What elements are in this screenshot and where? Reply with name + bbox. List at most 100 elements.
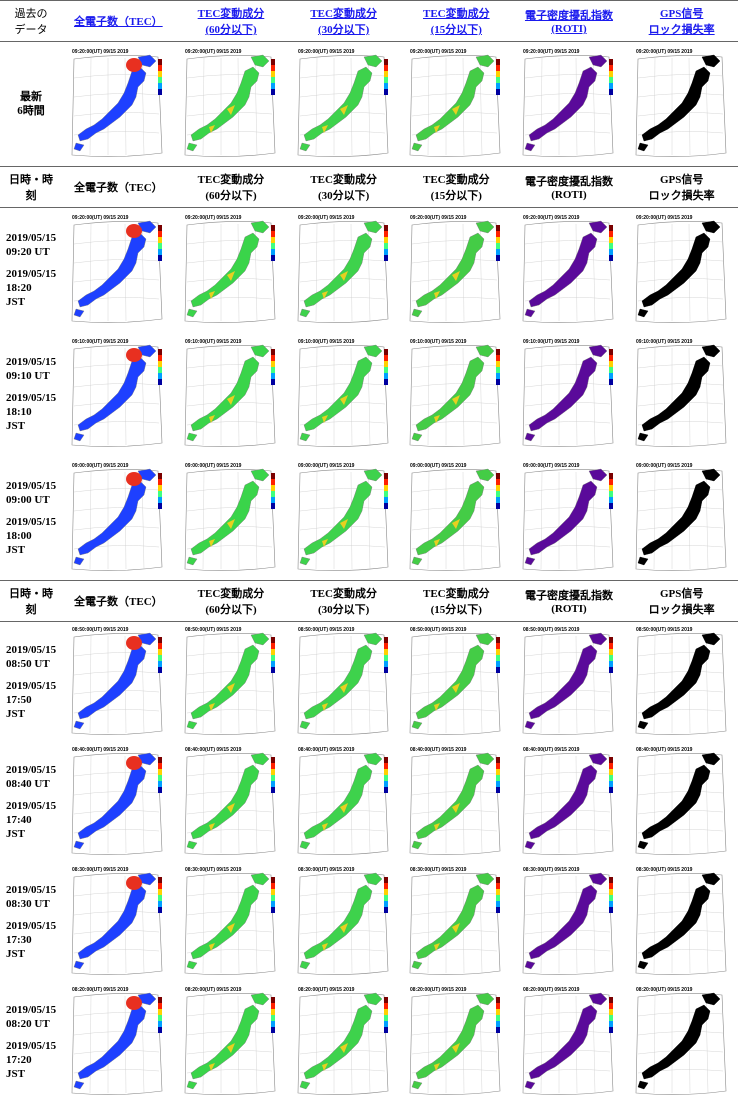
map-grid [524,383,610,388]
map-land [299,54,382,152]
map-image: 08:40:00(UT) 09/15 2019 [635,747,726,855]
map-grid [524,671,610,676]
map-cell: 08:20:00(UT) 09/15 2019 [287,982,400,1098]
column-link[interactable]: 全電子数（TEC） [74,16,163,28]
map-land [186,872,270,970]
jst-time: 2019/05/15 [6,920,57,932]
color-bar [383,763,388,769]
map-image: 08:30:00(UT) 09/15 2019 [635,867,726,975]
color-bar [270,485,275,491]
column-link-text: GPS信号 [659,8,704,20]
color-bar [496,479,501,485]
map-grid [90,57,92,156]
map-grid [202,57,205,156]
color-bar [383,1021,388,1027]
color-bar [158,485,163,491]
color-bar [158,379,163,385]
color-bar [608,503,613,509]
map-land [186,220,270,318]
column-link[interactable]: TEC変動成分 (30分以下) [310,8,377,36]
column-link[interactable]: GPS信号 ロック損失率 [649,8,715,36]
color-bar [270,497,275,503]
map-image: 08:20:00(UT) 09/15 2019 [72,987,163,1095]
map-cell: 08:40:00(UT) 09/15 2019 [400,742,513,862]
map-caption: 09:10:00(UT) 09/15 2019 [410,339,467,345]
map-land [412,872,495,970]
map-cell: 09:20:00(UT) 09/15 2019 [175,208,288,333]
map-hotspot [126,472,143,486]
map-cell: 09:00:00(UT) 09/15 2019 [513,456,626,581]
column-link[interactable]: TEC変動成分 (15分以下) [423,8,490,36]
color-bar [158,787,163,793]
map-cell: 09:20:00(UT) 09/15 2019 [513,42,626,167]
color-bar [270,1015,275,1021]
column-title: (60分以下) [205,190,257,202]
header-cell: TEC変動成分 (15分以下) [399,0,513,42]
map-land [412,992,495,1090]
map-caption: 08:40:00(UT) 09/15 2019 [523,747,580,753]
map-grid [412,240,498,245]
header-cell: GPS信号 ロック損失率 [625,166,738,208]
map-land [637,872,720,970]
color-bar [608,1009,613,1015]
map-image: 08:30:00(UT) 09/15 2019 [409,867,501,975]
color-bar [608,781,613,787]
map-image: 08:40:00(UT) 09/15 2019 [297,747,388,855]
map-grid [524,488,610,493]
color-bar [158,225,163,231]
color-bar [608,1003,613,1009]
map-grid [186,507,273,512]
map-grid [74,892,160,897]
map-cell: 09:10:00(UT) 09/15 2019 [62,332,175,456]
map-grid [74,488,160,493]
map-grid [299,671,385,676]
map-image: 08:20:00(UT) 09/15 2019 [522,987,614,1095]
color-bar [496,661,501,667]
map-grid [186,671,273,676]
jst-time: JST [6,420,25,432]
ut-time: 2019/05/15 [6,644,57,656]
color-bar [383,83,388,89]
color-bar [383,349,388,355]
map-grid [653,995,655,1094]
map-grid [524,892,610,897]
map-grid [315,635,317,734]
map-image: 08:40:00(UT) 09/15 2019 [184,747,276,855]
color-bar [608,367,613,373]
column-title: GPS信号 [659,588,704,600]
map-image: 08:40:00(UT) 09/15 2019 [409,747,501,855]
column-link[interactable]: 電子密度擾乱指数 (ROTI) [525,10,613,35]
color-bar [383,59,388,65]
map-grid [412,892,498,897]
map-cell: 08:50:00(UT) 09/15 2019 [62,622,175,743]
map-grid [653,57,655,156]
color-bar [608,89,613,95]
map-cell: 09:10:00(UT) 09/15 2019 [513,332,626,456]
map-image: 08:50:00(UT) 09/15 2019 [409,627,501,735]
map-cell: 08:40:00(UT) 09/15 2019 [513,742,626,862]
color-bar [496,89,501,95]
ut-time: 08:50 UT [6,658,50,670]
header-cell: GPS信号 ロック損失率 [625,0,738,42]
color-bar [383,997,388,1003]
column-title: ロック損失率 [648,190,715,202]
map-grid [540,635,543,734]
map-land [412,752,495,850]
color-bar [158,889,163,895]
color-bar [608,249,613,255]
header-text: 日時・時 [9,174,53,186]
map-caption: 09:10:00(UT) 09/15 2019 [523,339,580,345]
map-caption: 09:10:00(UT) 09/15 2019 [185,339,242,345]
map-grid [186,892,273,897]
map-land [299,344,382,442]
color-bar [608,255,613,261]
color-bar [496,485,501,491]
column-link[interactable]: TEC変動成分 (60分以下) [198,8,265,36]
map-grid [74,74,160,79]
map-grid [540,347,543,446]
color-bar [496,649,501,655]
color-bar [158,763,163,769]
header-cell: TEC変動成分 (30分以下) [287,166,400,208]
map-image: 09:20:00(UT) 09/15 2019 [184,215,276,323]
map-caption: 08:20:00(UT) 09/15 2019 [298,987,355,993]
